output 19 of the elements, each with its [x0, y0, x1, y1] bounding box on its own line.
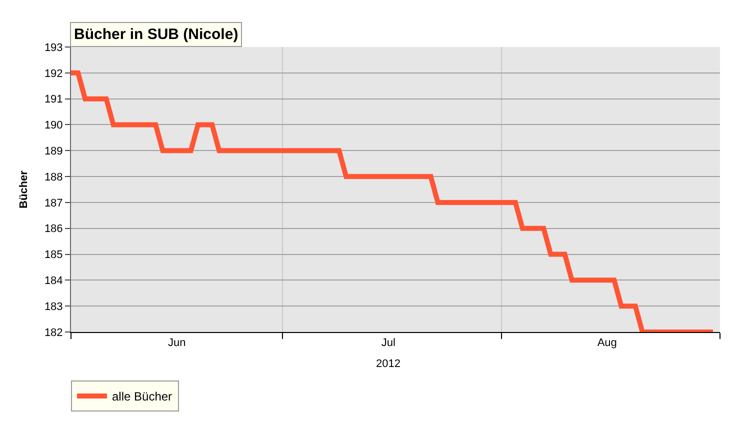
- y-tick-label: 182: [44, 326, 63, 339]
- x-tick-label: Jul: [381, 337, 396, 350]
- x-tick-label: Jun: [168, 337, 186, 350]
- y-tick-label: 186: [44, 223, 63, 236]
- y-tick-label: 184: [44, 275, 63, 288]
- y-tick-label: 185: [44, 249, 63, 262]
- y-tick-label: 193: [44, 42, 63, 54]
- y-tick-label: 190: [44, 120, 63, 132]
- y-tick-label: 192: [44, 68, 63, 80]
- text: 2012: [376, 358, 400, 370]
- y-tick-label: 188: [44, 171, 63, 184]
- legend-label: alle Bücher: [112, 390, 172, 404]
- y-tick-label: 187: [44, 197, 63, 210]
- y-tick-label: 191: [44, 94, 63, 106]
- y-axis-title: Bücher: [18, 170, 30, 208]
- y-tick-label: 189: [44, 145, 63, 158]
- y-tick-label: 183: [44, 300, 63, 313]
- x-tick-label: Aug: [597, 337, 617, 350]
- chart-title: Bücher in SUB (Nicole): [74, 26, 238, 43]
